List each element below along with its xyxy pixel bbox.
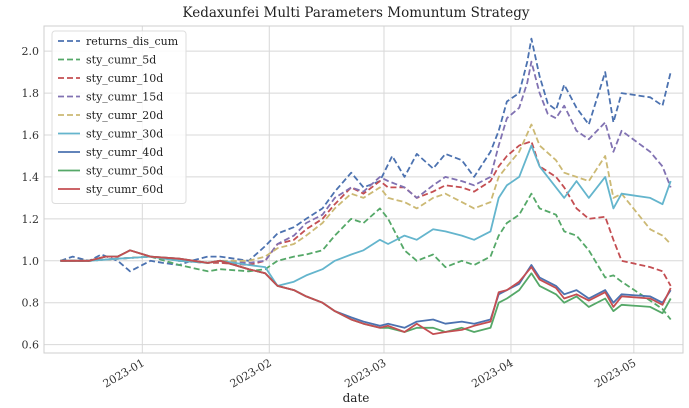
legend-label: sty_cumr_10d — [86, 72, 163, 85]
series-line-sty-cumr-15d — [60, 60, 672, 264]
legend-box — [51, 30, 187, 204]
chart-title: Kedaxunfei Multi Parameters Momuntum Str… — [183, 5, 530, 21]
plot-frame — [43, 25, 684, 354]
x-tick-label: 2023-01 — [101, 356, 147, 390]
legend-label: sty_cumr_15d — [86, 91, 163, 104]
series-line-sty-cumr-60d — [60, 249, 672, 335]
legend-label: sty_cumr_5d — [86, 54, 156, 67]
series-line-returns-dis-cum — [60, 37, 672, 273]
series-line-sty-cumr-5d — [60, 192, 672, 321]
legend: returns_dis_cum sty_cumr_5d sty_cumr_10dst… — [51, 30, 187, 204]
x-tick-label: 2023-04 — [469, 356, 515, 390]
y-tick-label: 0.8 — [22, 297, 40, 310]
x-tick-label: 2023-05 — [592, 356, 638, 390]
legend-label: sty_cumr_50d — [86, 165, 163, 178]
legend-label: sty_cumr_40d — [86, 146, 163, 159]
x-tick-label: 2023-02 — [228, 356, 274, 390]
legend-label: returns_dis_cum — [86, 35, 179, 48]
legend-label: sty_cumr_60d — [86, 183, 163, 196]
y-tick-label: 1.2 — [22, 213, 40, 226]
legend-label: sty_cumr_20d — [86, 109, 163, 122]
x-tick-label: 2023-03 — [342, 356, 388, 390]
y-tick-label: 1.8 — [22, 87, 40, 100]
y-tick-label: 1.4 — [22, 171, 40, 184]
y-tick-label: 1.0 — [22, 255, 40, 268]
x-axis-label: date — [343, 391, 370, 405]
y-tick-label: 0.6 — [22, 339, 40, 352]
x-axis-ticks: 2023-01 2023-02 2023-03 2023-04 2023-05 — [101, 356, 639, 390]
series-line-sty-cumr-10d — [60, 140, 672, 287]
y-tick-label: 1.6 — [22, 129, 40, 142]
y-axis-ticks: 0.6 0.8 1.0 1.2 1.4 1.6 1.8 2.0 — [22, 45, 40, 351]
series-line-sty-cumr-30d — [60, 144, 672, 287]
series-lines — [60, 37, 672, 335]
y-tick-label: 2.0 — [22, 45, 40, 58]
legend-label: sty_cumr_30d — [86, 128, 163, 141]
series-line-sty-cumr-20d — [60, 123, 672, 264]
